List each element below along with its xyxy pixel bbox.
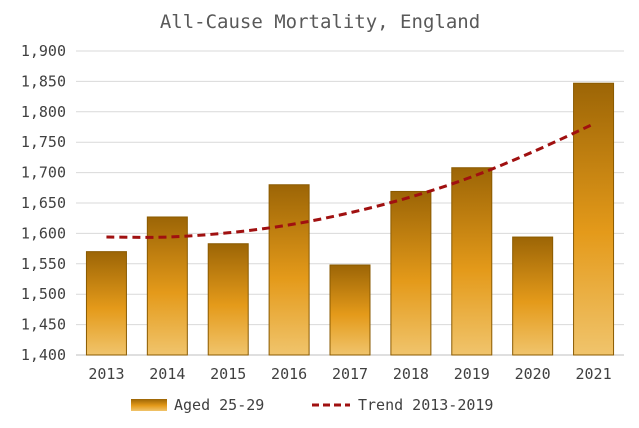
y-tick-label: 1,900 xyxy=(21,42,66,60)
legend-label-trend: Trend 2013-2019 xyxy=(358,396,493,414)
y-tick-label: 1,550 xyxy=(21,255,66,273)
y-tick-label: 1,750 xyxy=(21,133,66,151)
bar xyxy=(390,190,432,356)
bar xyxy=(85,251,127,356)
x-tick-label: 2020 xyxy=(515,365,551,383)
y-tick-label: 1,650 xyxy=(21,194,66,212)
trend-series-line xyxy=(106,122,595,239)
y-tick-label: 1,600 xyxy=(21,224,66,242)
x-tick-label: 2018 xyxy=(393,365,429,383)
bar xyxy=(573,82,615,356)
bar xyxy=(146,216,188,356)
x-tick-label: 2016 xyxy=(271,365,307,383)
bar xyxy=(207,243,249,356)
legend: Aged 25-29 Trend 2013-2019 xyxy=(131,396,493,414)
x-tick-label: 2019 xyxy=(454,365,490,383)
x-tick-label: 2015 xyxy=(210,365,246,383)
x-tick-label: 2021 xyxy=(575,365,611,383)
bar xyxy=(451,167,493,356)
y-tick-label: 1,850 xyxy=(21,72,66,90)
y-tick-label: 1,800 xyxy=(21,103,66,121)
y-axis-ticks: 1,400 1,450 1,500 1,550 1,600 1,650 1,700 1,750… xyxy=(21,42,66,364)
bars xyxy=(85,82,615,356)
legend-label-bars: Aged 25-29 xyxy=(174,396,264,414)
y-tick-label: 1,700 xyxy=(21,164,66,182)
bar xyxy=(329,264,371,356)
y-tick-label: 1,500 xyxy=(21,285,66,303)
x-tick-label: 2013 xyxy=(88,365,124,383)
bar xyxy=(512,236,554,356)
trend-line xyxy=(106,122,595,239)
x-tick-label: 2014 xyxy=(149,365,185,383)
x-axis-ticks: 2013 2014 2015 2016 2017 2018 2019 2020 2021 xyxy=(88,365,611,383)
legend-swatch-bars xyxy=(131,399,167,411)
x-tick-label: 2017 xyxy=(332,365,368,383)
chart-title: All-Cause Mortality, England xyxy=(160,11,480,33)
bar xyxy=(268,184,310,356)
y-tick-label: 1,450 xyxy=(21,316,66,334)
y-tick-label: 1,400 xyxy=(21,346,66,364)
